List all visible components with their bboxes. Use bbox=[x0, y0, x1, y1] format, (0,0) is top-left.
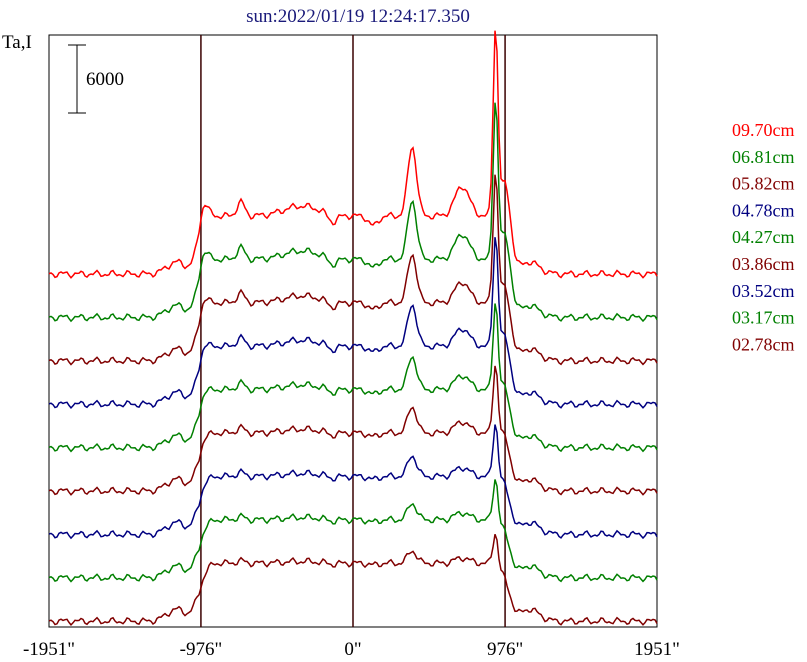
x-tick-label: -1951" bbox=[23, 639, 75, 660]
legend-entry: 04.27cm bbox=[732, 227, 795, 247]
x-tick-label: 976" bbox=[487, 639, 523, 660]
scale-bar: 6000 bbox=[68, 45, 124, 113]
legend-entry: 04.78cm bbox=[732, 200, 795, 220]
y-axis-label: Ta,I bbox=[2, 32, 32, 53]
x-tick-label: 0" bbox=[344, 639, 361, 660]
legend-entry: 03.52cm bbox=[732, 281, 795, 301]
x-tick-label: -976" bbox=[180, 639, 223, 660]
legend-entry: 03.86cm bbox=[732, 254, 795, 274]
x-tick-label: 1951" bbox=[634, 639, 680, 660]
scale-bar-label: 6000 bbox=[86, 69, 124, 90]
solar-limb-markers bbox=[201, 35, 505, 627]
chart-title: sun:2022/01/19 12:24:17.350 bbox=[246, 6, 470, 27]
x-axis-ticks: -1951" -976" 0" 976" 1951" bbox=[23, 639, 680, 660]
legend-entry: 02.78cm bbox=[732, 334, 795, 354]
legend-entry: 09.70cm bbox=[732, 120, 795, 140]
legend-entry: 05.82cm bbox=[732, 174, 795, 194]
legend: 09.70cm 06.81cm 05.82cm 04.78cm 04.27cm 03.86… bbox=[732, 120, 795, 354]
legend-entry: 06.81cm bbox=[732, 147, 795, 167]
legend-entry: 03.17cm bbox=[732, 308, 795, 328]
